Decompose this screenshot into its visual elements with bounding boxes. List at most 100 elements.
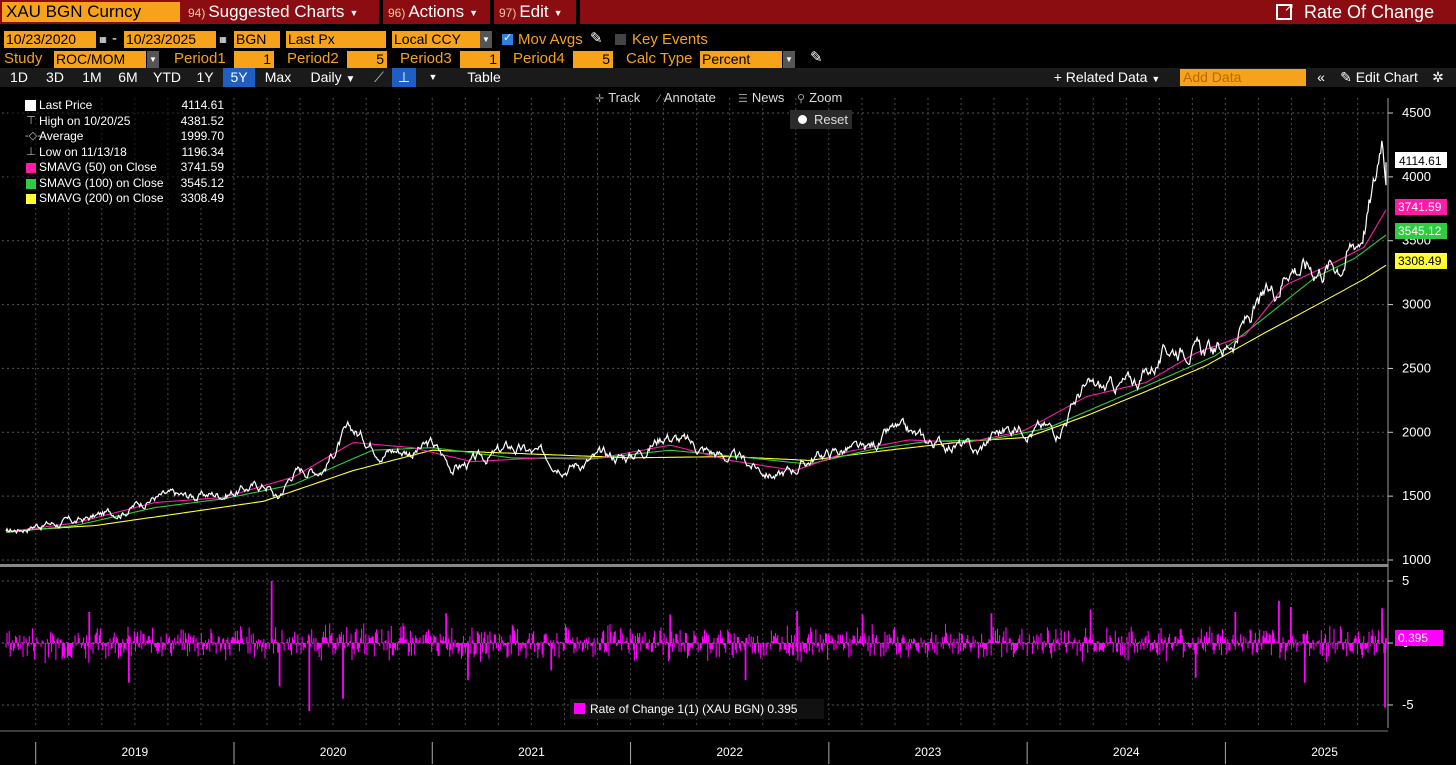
menu-number: 94) [188,6,206,20]
roc-legend[interactable]: Rate of Change 1(1) (XAU BGN) 0.395 [570,699,824,719]
series-line-sma200 [5,264,1387,532]
table-button[interactable]: Table [467,69,501,85]
calc-type-input[interactable]: Percent [700,51,782,68]
y-tick-label: 4000 [1402,169,1431,184]
collapse-icon[interactable]: « [1317,69,1325,85]
legend-value: 3741.59 [180,160,224,174]
study-input[interactable]: ROC/MOM [54,51,146,68]
bar-chart-icon[interactable]: ⊥ [392,68,416,87]
x-tick-label: 2019 [121,745,148,759]
calc-type-label: Calc Type [626,50,693,67]
calc-type-dropdown-icon[interactable]: ▼ [783,51,795,68]
key-events-checkbox[interactable] [615,34,626,45]
legend-sma100[interactable]: SMAVG (100) on Close 3545.12 [8,176,232,192]
end-date-input[interactable]: 10/23/2025 [124,31,216,48]
ticker-field[interactable]: XAU BGN Curncy [2,2,180,22]
legend-value: 4381.52 [180,113,224,128]
calendar-icon[interactable]: ▦ [217,31,229,48]
range-3d[interactable]: 3D [46,69,64,85]
edit-chart-button[interactable]: ✎ Edit Chart [1334,68,1424,87]
line-chart-icon[interactable]: ⟋ [374,69,384,85]
legend-label: Average [39,129,84,143]
range-6m[interactable]: 6M [118,69,138,85]
calendar-icon[interactable]: ▦ [97,31,109,48]
period2-input[interactable]: 5 [347,51,387,68]
legend-last-price[interactable]: Last Price 4114.61 [8,98,232,114]
actions-menu[interactable]: 96) Actions ▼ [388,0,478,24]
title-bar: XAU BGN Curncy 94) Suggested Charts ▼ 96) A… [0,0,1456,24]
period4-input[interactable]: 5 [573,51,613,68]
news-button[interactable]: ☰ News [738,89,784,107]
reset-button[interactable]: Reset [790,110,852,129]
legend-average[interactable]: -◇- Average 1999.70 [8,129,232,145]
rate-of-change-title[interactable]: ↗ Rate Of Change [1276,0,1434,24]
y-tick-label: 5 [1402,573,1409,588]
frequency-label: Daily [310,69,342,85]
range-max[interactable]: Max [264,69,292,85]
panel-divider [0,564,1388,567]
study-label: Study [4,50,43,67]
range-1y[interactable]: 1Y [196,69,214,85]
legend-swatch-white [25,100,36,111]
legend-low[interactable]: ⊥ Low on 11/13/18 1196.34 [8,145,232,161]
date-range-dash: - [112,30,117,47]
edit-menu[interactable]: 97) Edit ▼ [499,0,563,24]
annotate-button[interactable]: ∕ Annotate [658,89,716,107]
frequency-select[interactable]: Daily ▼ [302,68,364,87]
related-data-label: + Related Data [1053,69,1148,85]
caret-down-icon: ▼ [469,7,479,18]
chart-type-dropdown-icon[interactable]: ▼ [428,72,438,82]
legend-sma50[interactable]: SMAVG (50) on Close 3741.59 [8,160,232,176]
legend-label: SMAVG (200) on Close [39,191,164,205]
range-5y[interactable]: 5Y [223,68,255,87]
mov-avgs-checkbox[interactable]: ✓ [502,32,513,45]
legend-label: SMAVG (100) on Close [39,175,164,190]
menu-label: Edit [519,2,549,21]
legend-swatch-magenta [26,163,36,173]
legend-value: 1999.70 [180,129,224,143]
range-1m[interactable]: 1M [82,69,102,85]
gear-icon[interactable]: ✲ [1432,69,1444,85]
y-tick-label: 2000 [1402,424,1431,439]
currency-input[interactable]: Local CCY [392,31,480,48]
legend-swatch-magenta [574,703,585,714]
period1-input[interactable]: 1 [234,51,274,68]
pricing-source-input[interactable]: BGN [234,31,280,48]
range-ytd[interactable]: YTD [153,69,181,85]
price-field-input[interactable]: Last Px [286,31,386,48]
track-button[interactable]: ✛ Track [595,89,640,107]
legend-value: 3308.49 [180,191,224,205]
currency-dropdown-icon[interactable]: ▼ [480,31,492,48]
legend-value: 4114.61 [181,98,225,112]
menu-separator [576,0,580,24]
y-tick-label: 1000 [1402,552,1431,567]
study-dropdown-icon[interactable]: ▼ [147,51,159,68]
legend-value: 1196.34 [181,144,225,159]
x-tick-label: 2024 [1113,745,1140,759]
window-title: Rate Of Change [1304,2,1435,22]
pencil-icon[interactable]: ✎ [590,30,603,47]
period3-label: Period3 [400,50,452,67]
period3-input[interactable]: 1 [460,51,500,68]
menu-separator [379,0,383,24]
suggested-charts-menu[interactable]: 94) Suggested Charts ▼ [188,0,358,24]
range-1d[interactable]: 1D [10,69,28,85]
start-date-input[interactable]: 10/23/2020 [4,31,96,48]
series-line-sma50 [5,209,1387,533]
pencil-icon[interactable]: ✎ [810,49,823,66]
add-data-input[interactable]: Add Data [1180,69,1306,86]
legend-high[interactable]: ⊤ High on 10/20/25 4381.52 [8,114,232,130]
zoom-button[interactable]: ⚲ Zoom [797,89,842,107]
related-data-button[interactable]: + Related Data ▼ [1048,68,1166,87]
y-tick-label: -5 [1402,697,1414,712]
edit-chart-label: Edit Chart [1355,69,1418,85]
legend-label: High on 10/20/25 [39,113,131,128]
news-icon: ☰ [738,93,748,105]
chart-legend: Last Price 4114.61 ⊤ High on 10/20/25 43… [8,98,232,207]
legend-swatch-green [26,178,36,189]
sma200-tag: 3308.49 [1395,253,1447,269]
price-series [5,140,1387,535]
legend-sma200[interactable]: SMAVG (200) on Close 3308.49 [8,191,232,207]
pencil-icon: ✎ [1340,69,1352,85]
